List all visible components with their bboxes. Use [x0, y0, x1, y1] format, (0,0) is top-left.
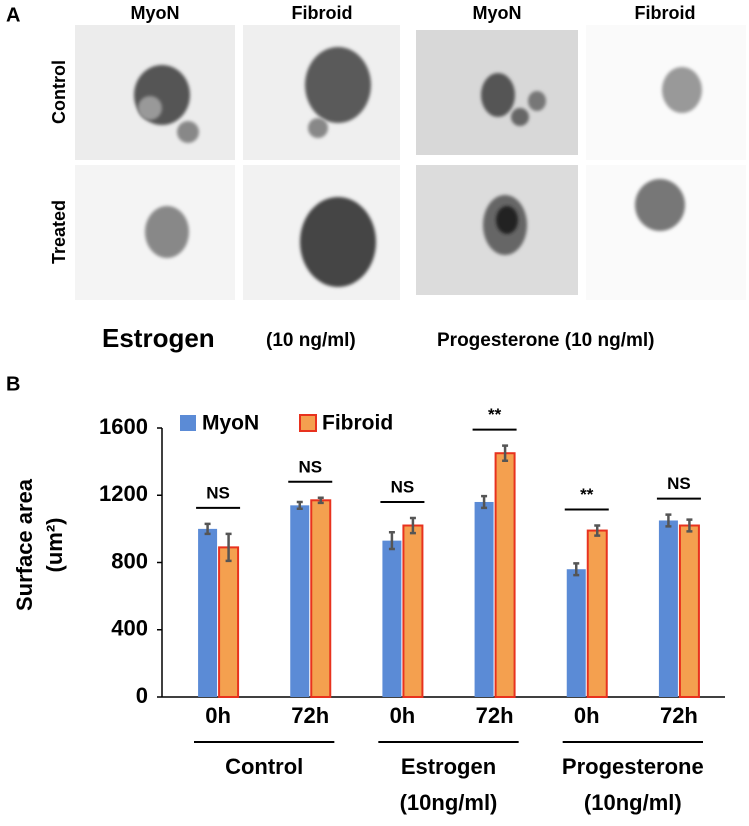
spheroid — [177, 121, 199, 143]
spheroid — [308, 118, 328, 138]
column-header: Fibroid — [292, 3, 353, 23]
error-bar — [225, 532, 232, 563]
bar — [382, 540, 402, 697]
spheroid — [481, 73, 515, 117]
x-tick-label: 0h — [205, 703, 231, 728]
bar — [290, 505, 310, 697]
legend-swatch — [180, 415, 196, 431]
bar — [586, 529, 608, 699]
bar — [218, 546, 240, 699]
bar — [678, 524, 700, 699]
error-bar — [594, 524, 601, 537]
significance-label: ** — [580, 485, 594, 504]
bar — [658, 520, 678, 697]
bar — [402, 524, 424, 699]
x-tick-label: 72h — [476, 703, 514, 728]
panel-label: B — [6, 373, 20, 395]
error-bar — [686, 518, 693, 533]
significance-label: NS — [298, 457, 322, 476]
x-tick-label: 72h — [660, 703, 698, 728]
legend-swatch — [299, 414, 317, 432]
treatment-label: Progesterone (10 ng/ml) — [437, 330, 655, 351]
error-bar — [317, 496, 324, 505]
spheroid — [145, 206, 189, 258]
significance-label: NS — [206, 483, 230, 502]
panel-label: A — [6, 4, 20, 26]
spheroid — [138, 96, 162, 120]
spheroid — [511, 108, 529, 126]
error-bar — [573, 562, 580, 577]
legend-label: Fibroid — [322, 412, 393, 435]
y-tick-label: 1600 — [99, 414, 148, 439]
y-tick-label: 400 — [111, 616, 148, 641]
error-bar — [204, 522, 211, 536]
error-bar — [409, 516, 416, 535]
spheroid — [635, 179, 685, 231]
spheroid — [528, 91, 546, 111]
significance-label: NS — [391, 477, 415, 496]
bar — [494, 452, 516, 698]
treatment-label: Estrogen — [102, 323, 215, 353]
spheroid — [496, 206, 518, 234]
x-tick-label: 72h — [291, 703, 329, 728]
y-tick-label: 800 — [111, 548, 148, 573]
group-label: Estrogen — [401, 754, 496, 779]
x-tick-label: 0h — [390, 703, 416, 728]
group-label: (10ng/ml) — [400, 790, 498, 815]
row-label: Control — [49, 60, 69, 124]
legend-label: MyoN — [202, 412, 259, 435]
x-tick-label: 0h — [574, 703, 600, 728]
y-tick-label: 1200 — [99, 481, 148, 506]
y-axis-label: (um²) — [42, 518, 67, 573]
y-tick-label: 0 — [136, 683, 148, 708]
group-label: Progesterone — [562, 754, 704, 779]
column-header: MyoN — [473, 3, 522, 23]
group-label: Control — [225, 754, 303, 779]
column-header: MyoN — [131, 3, 180, 23]
bar — [198, 528, 218, 697]
spheroid — [300, 197, 376, 287]
bar — [310, 499, 332, 699]
significance-label: NS — [667, 474, 691, 493]
error-bar — [388, 530, 395, 551]
spheroid — [305, 47, 371, 123]
micrograph-grid — [75, 25, 746, 300]
error-bar — [665, 513, 672, 528]
group-label: (10ng/ml) — [584, 790, 682, 815]
bar — [566, 569, 586, 697]
error-bar — [502, 444, 509, 463]
y-axis-label: Surface area — [12, 478, 37, 611]
column-header: Fibroid — [635, 3, 696, 23]
treatment-dose: (10 ng/ml) — [266, 330, 356, 351]
error-bar — [481, 494, 488, 510]
error-bar — [296, 500, 303, 510]
spheroid — [662, 67, 702, 113]
row-label: Treated — [49, 200, 69, 264]
significance-label: ** — [488, 405, 502, 424]
bar — [474, 501, 494, 697]
